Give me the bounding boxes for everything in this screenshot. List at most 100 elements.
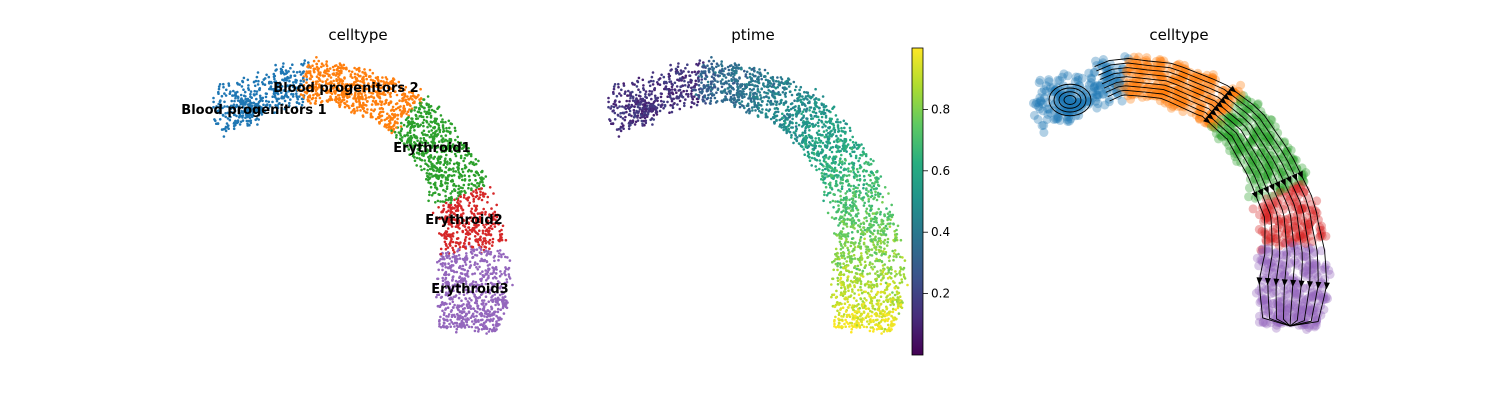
cell-point xyxy=(889,222,892,225)
cell-point xyxy=(440,134,443,138)
cell-point xyxy=(695,83,698,86)
cell-point xyxy=(843,126,846,130)
cell-point xyxy=(351,76,354,79)
cell-point xyxy=(337,75,340,79)
cell-point xyxy=(249,92,252,96)
cell-point xyxy=(355,83,359,86)
cell-point xyxy=(442,129,446,133)
cell-point xyxy=(456,304,460,307)
cell-point xyxy=(858,166,862,170)
cell-point xyxy=(740,100,744,103)
cell-point xyxy=(491,237,495,241)
cell-point xyxy=(759,111,763,114)
cell-point xyxy=(491,240,495,244)
cell-point xyxy=(655,113,659,116)
cell-point xyxy=(300,103,304,107)
cell-point xyxy=(350,83,354,86)
cell-point xyxy=(330,98,334,101)
cell-point xyxy=(280,91,283,94)
cell-point xyxy=(887,326,891,330)
cell-point xyxy=(758,71,762,74)
cell-point xyxy=(392,85,396,88)
cell-point xyxy=(736,89,739,92)
cell-point xyxy=(849,138,852,142)
cell-point xyxy=(391,113,394,116)
cell-point xyxy=(462,159,465,163)
cell-point xyxy=(388,119,391,123)
cell-point xyxy=(485,332,488,335)
cell-point xyxy=(435,169,438,173)
cell-point xyxy=(435,134,438,138)
cell-point xyxy=(467,241,471,245)
cell-point xyxy=(374,117,378,121)
cell-point xyxy=(441,301,444,304)
cell-point xyxy=(853,276,856,280)
cell-point xyxy=(456,199,460,202)
cell-point xyxy=(879,295,883,299)
cell-point xyxy=(787,85,791,88)
cell-point xyxy=(477,223,480,227)
label-erythroid2: Erythroid2 xyxy=(425,213,502,228)
cell-point xyxy=(781,112,784,116)
cell-point xyxy=(810,114,813,118)
cell-point xyxy=(815,168,818,172)
cell-point xyxy=(428,177,431,181)
cell-point xyxy=(451,240,455,244)
cell-point xyxy=(441,309,444,313)
cell-point xyxy=(893,286,897,290)
cell-point xyxy=(475,204,479,208)
cell-point xyxy=(811,122,814,126)
cell-point xyxy=(706,80,710,84)
cell-point xyxy=(449,265,453,269)
cell-point xyxy=(888,283,892,286)
cell-point xyxy=(457,308,460,312)
cell-point xyxy=(411,98,414,101)
cell-point xyxy=(789,102,793,106)
cell-point xyxy=(836,325,840,328)
cell-point xyxy=(452,306,455,309)
cell-point xyxy=(700,78,704,81)
cell-point xyxy=(633,83,636,86)
cell-point xyxy=(846,300,850,304)
cell-point xyxy=(858,157,861,160)
cell-point xyxy=(775,100,779,104)
cell-point xyxy=(478,196,481,199)
cell-point xyxy=(420,131,424,135)
cell-point xyxy=(447,168,451,172)
cell-point xyxy=(839,134,843,137)
cell-point xyxy=(668,111,671,114)
cell-point xyxy=(895,317,898,321)
cell-point xyxy=(447,209,450,212)
cell-point xyxy=(896,292,899,296)
cell-point xyxy=(470,245,474,249)
cell-point xyxy=(832,293,836,297)
cell-point xyxy=(253,89,256,93)
cell-point xyxy=(432,192,435,195)
cell-point xyxy=(449,310,453,313)
cell-point xyxy=(872,184,876,188)
cell-point xyxy=(879,282,883,286)
cell-point xyxy=(793,88,797,92)
cell-point xyxy=(707,59,711,63)
cell-point xyxy=(422,124,425,128)
cell-point xyxy=(494,303,497,307)
cell-point xyxy=(801,117,804,120)
cell-point xyxy=(875,323,878,326)
cell-point xyxy=(480,176,484,179)
cell-point xyxy=(476,232,479,235)
cell-point xyxy=(885,314,889,317)
cell-point xyxy=(454,279,458,283)
cell-point xyxy=(834,182,838,185)
cell-point xyxy=(817,154,820,157)
cell-point xyxy=(839,242,843,246)
cell-point xyxy=(395,126,398,129)
cell-point xyxy=(689,105,693,109)
cell-point xyxy=(441,283,445,286)
cell-point xyxy=(842,222,846,226)
cell-point xyxy=(507,275,511,279)
cell-point xyxy=(897,252,900,256)
cell-point xyxy=(454,138,457,142)
cell-point xyxy=(247,84,250,87)
cell-point xyxy=(748,66,751,70)
cell-point xyxy=(371,83,375,86)
